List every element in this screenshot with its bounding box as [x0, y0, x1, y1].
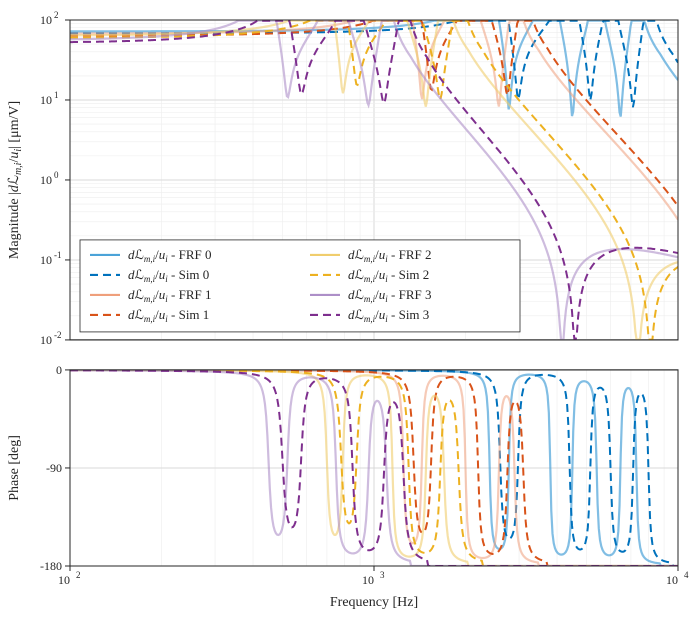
mag-axis-label: Magnitude |dℒm,i/ui| [μm/V]	[7, 101, 24, 259]
svg-text:3: 3	[380, 570, 385, 580]
legend-label: dℒm,i/ui - FRF 3	[348, 287, 431, 304]
legend-label: dℒm,i/ui - Sim 1	[128, 307, 209, 324]
svg-text:2: 2	[54, 10, 59, 20]
svg-text:0: 0	[54, 170, 59, 180]
svg-text:10: 10	[40, 93, 52, 107]
svg-text:10: 10	[362, 573, 374, 587]
svg-text:10: 10	[58, 573, 70, 587]
svg-text:2: 2	[76, 570, 81, 580]
svg-text:4: 4	[684, 570, 689, 580]
svg-text:10: 10	[40, 13, 52, 27]
svg-text:10: 10	[40, 173, 52, 187]
legend-label: dℒm,i/ui - Sim 3	[348, 307, 429, 324]
x-axis-label: Frequency [Hz]	[330, 595, 418, 610]
svg-text:-90: -90	[46, 461, 62, 475]
legend-label: dℒm,i/ui - FRF 0	[128, 247, 211, 264]
legend-label: dℒm,i/ui - Sim 0	[128, 267, 209, 284]
svg-text:-2: -2	[54, 330, 62, 340]
svg-text:-1: -1	[54, 250, 62, 260]
legend-label: dℒm,i/ui - FRF 1	[128, 287, 211, 304]
svg-text:-180: -180	[40, 559, 62, 573]
legend: dℒm,i/ui - FRF 0 dℒm,i/ui - FRF 2 dℒm,i/ui…	[80, 240, 520, 332]
bode-plot-container: 10210310410-210-1100101102-180-900Freque…	[0, 0, 698, 621]
phase-axis-label: Phase [deg]	[7, 435, 22, 501]
svg-text:10: 10	[666, 573, 678, 587]
svg-text:10: 10	[40, 333, 52, 347]
legend-label: dℒm,i/ui - Sim 2	[348, 267, 429, 284]
legend-label: dℒm,i/ui - FRF 2	[348, 247, 431, 264]
svg-text:10: 10	[40, 253, 52, 267]
svg-text:1: 1	[54, 90, 59, 100]
svg-text:0: 0	[56, 363, 62, 377]
bode-plot-svg: 10210310410-210-1100101102-180-900Freque…	[0, 0, 698, 621]
